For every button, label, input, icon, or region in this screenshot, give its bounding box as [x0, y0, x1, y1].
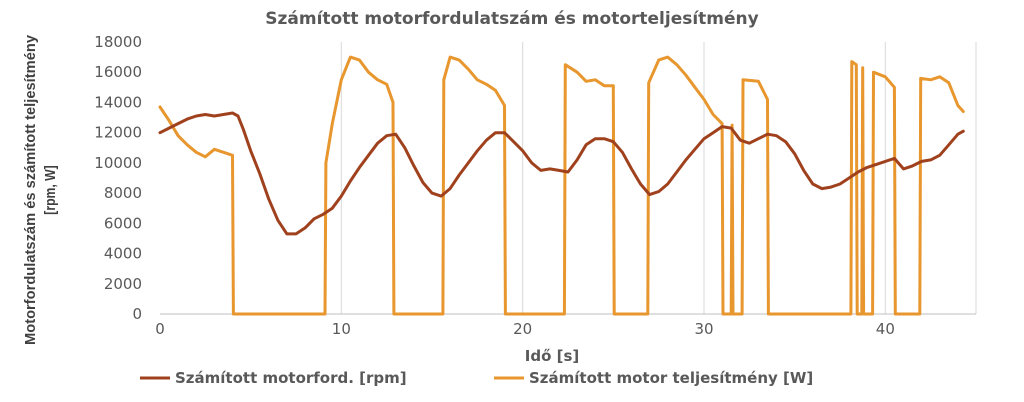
x-axis-title: Idő [s] — [525, 347, 580, 365]
y-tick-label: 4000 — [104, 245, 142, 263]
legend-label-1: Számított motorford. [rpm] — [175, 369, 407, 387]
series-line-1 — [158, 111, 965, 236]
y-tick-labels: 0 2000 4000 6000 8000 10000 12000 14000 16000 180… — [94, 33, 142, 323]
x-tick-label: 10 — [332, 320, 351, 338]
y-tick-label: 18000 — [94, 33, 142, 51]
legend-label-2: Számított motor teljesítmény [W] — [529, 369, 813, 387]
chart-title: Számított motorfordulatszám és motortelj… — [265, 9, 758, 29]
series-lines — [158, 55, 965, 316]
x-tick-label: 40 — [876, 320, 895, 338]
series-line-2 — [158, 55, 965, 316]
x-tick-label: 0 — [155, 320, 165, 338]
y-tick-label: 8000 — [104, 184, 142, 202]
y-tick-label: 0 — [132, 305, 142, 323]
x-tick-label: 20 — [513, 320, 532, 338]
y-tick-label: 12000 — [94, 124, 142, 142]
x-tick-label: 30 — [694, 320, 713, 338]
y-tick-label: 14000 — [94, 93, 142, 111]
gridlines — [340, 42, 977, 314]
y-tick-label: 16000 — [94, 63, 142, 81]
y-tick-label: 2000 — [104, 275, 142, 293]
y-tick-label: 10000 — [94, 154, 142, 172]
x-tick-labels: 0 10 20 30 40 — [155, 320, 895, 338]
y-tick-label: 6000 — [104, 214, 142, 232]
legend: Számított motorford. [rpm] Számított moto… — [140, 369, 813, 387]
y-axis-title: Motorfordulatszám és számított teljesítm… — [22, 34, 59, 345]
